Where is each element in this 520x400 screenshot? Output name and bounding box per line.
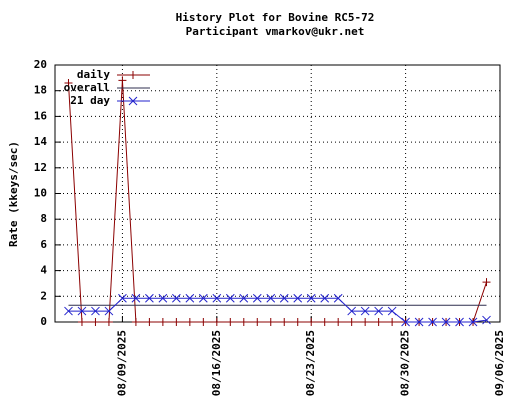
marker	[266, 293, 276, 303]
marker	[185, 293, 195, 303]
marker	[307, 318, 316, 326]
y-tick-label: 20	[34, 58, 47, 71]
marker	[347, 306, 357, 316]
y-tick-label: 16	[34, 109, 48, 122]
marker	[131, 318, 140, 326]
marker	[320, 293, 330, 303]
y-tick-label: 12	[34, 161, 47, 174]
marker	[198, 293, 208, 303]
marker	[158, 318, 167, 326]
marker	[128, 96, 138, 106]
series-line	[68, 297, 487, 323]
marker	[129, 71, 137, 79]
marker	[172, 318, 181, 326]
marker	[306, 293, 316, 303]
y-tick-label: 4	[40, 264, 47, 277]
marker	[77, 306, 87, 316]
legend-label: daily	[77, 68, 110, 81]
marker	[441, 317, 451, 327]
y-tick-label: 8	[40, 212, 47, 225]
marker	[387, 306, 397, 316]
marker	[118, 76, 127, 85]
marker	[468, 317, 478, 327]
marker	[212, 293, 222, 303]
marker	[455, 317, 464, 327]
marker	[145, 318, 154, 326]
marker	[118, 293, 127, 303]
marker	[293, 293, 303, 303]
marker	[145, 293, 154, 303]
y-axis-label: Rate (kkeys/sec)	[7, 141, 20, 247]
marker	[374, 306, 383, 316]
marker	[172, 293, 181, 303]
plot-frame	[54, 64, 501, 323]
marker	[360, 306, 370, 316]
marker	[320, 318, 329, 326]
marker	[374, 318, 383, 326]
marker	[104, 318, 113, 326]
x-tick-label: 08/23/2025	[304, 330, 317, 396]
marker	[333, 293, 343, 303]
y-tick-label: 2	[40, 289, 47, 302]
marker	[225, 293, 235, 303]
marker	[131, 293, 141, 303]
x-tick-label: 09/06/2025	[493, 330, 506, 396]
marker	[401, 317, 410, 327]
marker	[279, 293, 289, 303]
marker	[280, 318, 289, 326]
x-tick-label: 08/16/2025	[210, 330, 223, 396]
marker	[185, 318, 194, 326]
marker	[64, 306, 73, 316]
legend-label: overall	[64, 81, 110, 94]
marker	[414, 317, 424, 327]
marker	[91, 306, 100, 316]
marker	[158, 293, 168, 303]
marker	[428, 317, 437, 327]
marker	[104, 306, 114, 316]
marker	[388, 318, 397, 326]
marker	[253, 318, 262, 326]
legend-label: 21 day	[70, 94, 110, 107]
x-tick-label: 08/30/2025	[399, 330, 412, 396]
chart-subtitle: Participant vmarkov@ukr.net	[186, 25, 365, 38]
marker	[77, 318, 86, 326]
marker	[226, 318, 235, 326]
marker	[91, 318, 100, 326]
marker	[482, 315, 491, 325]
y-tick-label: 6	[40, 238, 47, 251]
marker	[252, 293, 262, 303]
marker	[64, 78, 73, 87]
marker	[347, 318, 356, 326]
y-tick-label: 18	[34, 84, 47, 97]
chart-title: History Plot for Bovine RC5-72	[176, 11, 375, 24]
marker	[293, 318, 302, 326]
marker	[482, 278, 491, 287]
marker	[266, 318, 275, 326]
x-tick-label: 08/09/2025	[115, 330, 128, 396]
marker	[239, 293, 249, 303]
marker	[239, 318, 248, 326]
marker	[199, 318, 208, 326]
y-tick-label: 14	[34, 135, 48, 148]
marker	[334, 318, 343, 326]
marker	[361, 318, 370, 326]
marker	[212, 318, 221, 326]
y-tick-label: 0	[40, 315, 47, 328]
y-tick-label: 10	[34, 187, 47, 200]
